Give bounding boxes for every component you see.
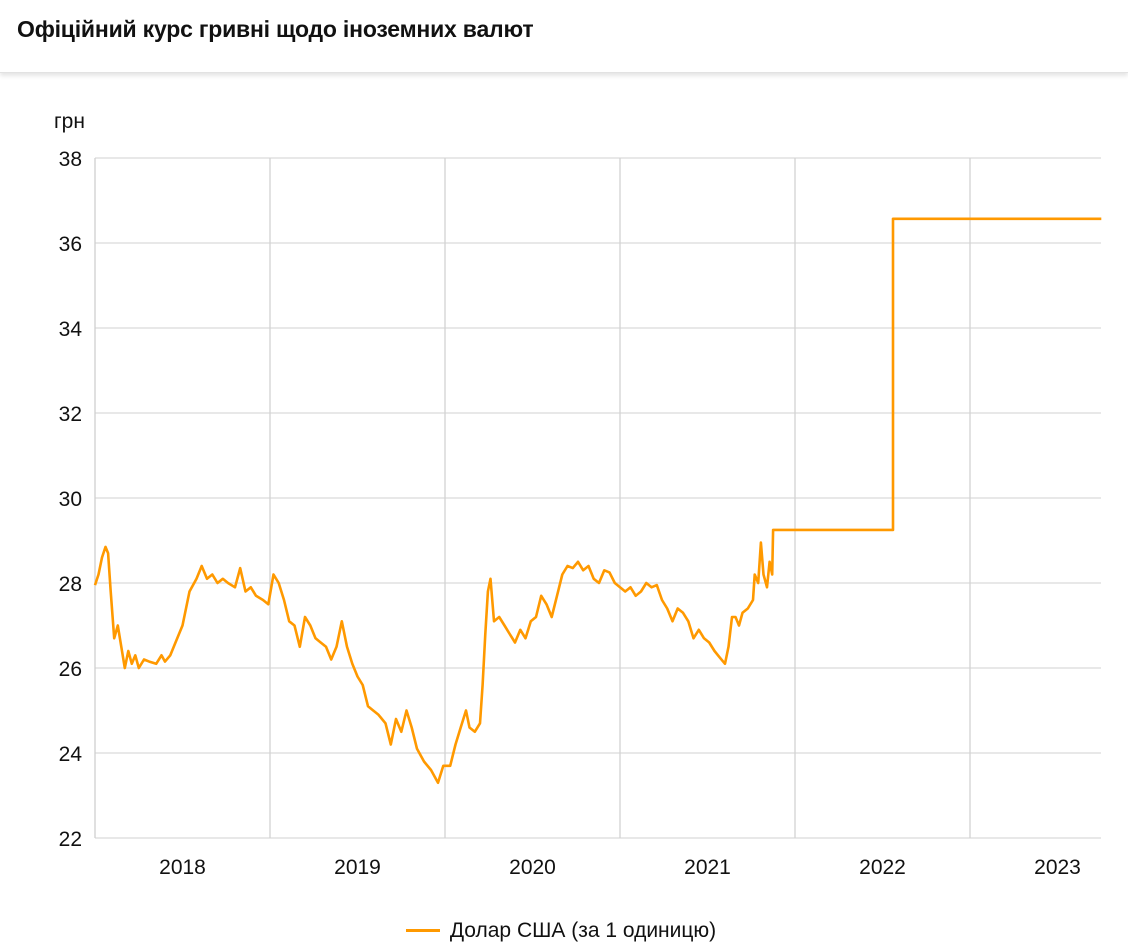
legend-label: Долар США (за 1 одиницю) — [449, 918, 717, 942]
x-tick-label: 2022 — [859, 856, 906, 879]
y-tick-label: 24 — [59, 743, 83, 766]
y-tick-label: 38 — [59, 148, 82, 171]
x-tick-label: 2020 — [509, 856, 556, 879]
x-tick-label: 2018 — [159, 856, 206, 879]
x-tick-label: 2021 — [684, 856, 731, 879]
y-tick-label: 22 — [59, 828, 82, 851]
y-tick-label: 36 — [59, 233, 82, 256]
y-tick-label: 30 — [59, 488, 82, 511]
x-tick-label: 2019 — [334, 856, 381, 879]
legend-swatch-icon — [405, 929, 440, 932]
y-tick-label: 34 — [59, 318, 83, 341]
y-tick-label: 26 — [59, 658, 82, 681]
page-title: Офіційний курс гривні щодо іноземних вал… — [17, 16, 534, 42]
legend-item[interactable]: Долар США (за 1 одиницю) — [405, 918, 717, 943]
legend: Долар США (за 1 одиницю) — [0, 914, 1128, 943]
series-line-usd — [93, 217, 1102, 785]
y-tick-label: 32 — [59, 403, 82, 426]
y-tick-label: 28 — [59, 573, 82, 596]
y-axis-unit-label: грн — [54, 110, 85, 133]
x-tick-label: 2023 — [1034, 856, 1081, 879]
header: Офіційний курс гривні щодо іноземних вал… — [0, 0, 1128, 73]
